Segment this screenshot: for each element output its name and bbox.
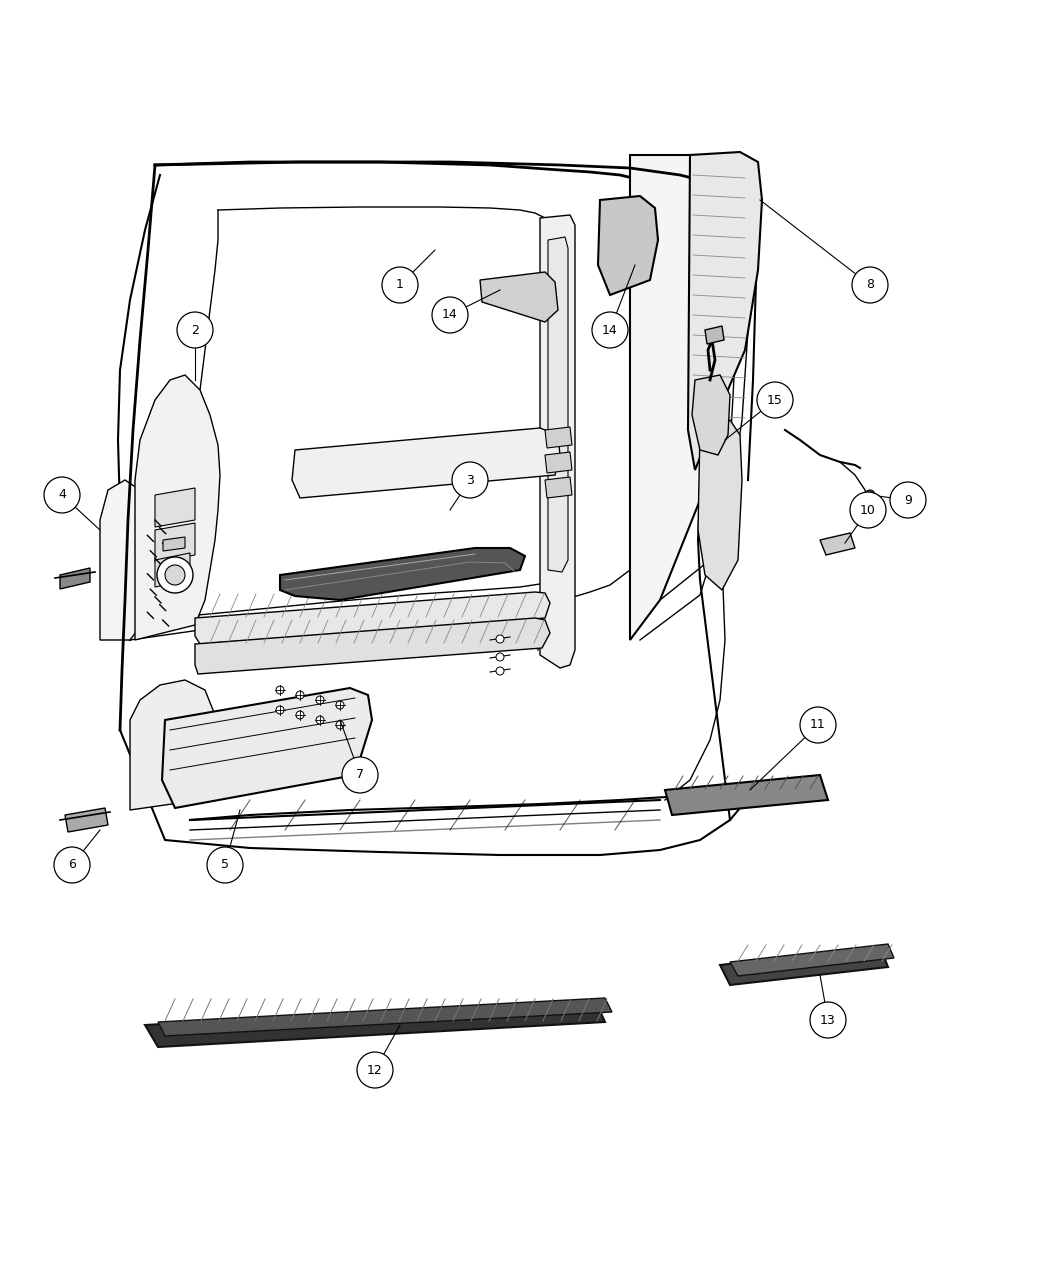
Polygon shape bbox=[480, 272, 558, 323]
Circle shape bbox=[336, 701, 344, 709]
Polygon shape bbox=[598, 196, 658, 295]
Polygon shape bbox=[705, 326, 724, 344]
Polygon shape bbox=[65, 808, 108, 833]
Circle shape bbox=[207, 847, 243, 884]
Circle shape bbox=[800, 708, 836, 743]
Polygon shape bbox=[100, 479, 160, 640]
Polygon shape bbox=[545, 477, 572, 499]
Text: 7: 7 bbox=[356, 769, 364, 782]
Text: 12: 12 bbox=[368, 1063, 383, 1076]
Polygon shape bbox=[548, 237, 568, 572]
Circle shape bbox=[316, 717, 324, 724]
Circle shape bbox=[852, 266, 888, 303]
Circle shape bbox=[316, 696, 324, 704]
Polygon shape bbox=[720, 947, 888, 986]
Polygon shape bbox=[545, 453, 572, 473]
Polygon shape bbox=[155, 488, 195, 527]
Circle shape bbox=[342, 757, 378, 793]
Circle shape bbox=[496, 667, 504, 674]
Polygon shape bbox=[195, 592, 550, 644]
Circle shape bbox=[336, 720, 344, 729]
Polygon shape bbox=[665, 775, 828, 815]
Polygon shape bbox=[162, 688, 372, 808]
Polygon shape bbox=[730, 944, 894, 975]
Text: 1: 1 bbox=[396, 278, 404, 292]
Circle shape bbox=[432, 297, 468, 333]
Text: 11: 11 bbox=[811, 719, 826, 732]
Polygon shape bbox=[630, 156, 755, 640]
Circle shape bbox=[382, 266, 418, 303]
Text: 5: 5 bbox=[220, 858, 229, 872]
Polygon shape bbox=[145, 1000, 605, 1047]
Text: 13: 13 bbox=[820, 1014, 836, 1026]
Circle shape bbox=[357, 1052, 393, 1088]
Polygon shape bbox=[60, 567, 90, 589]
Polygon shape bbox=[155, 553, 190, 586]
Polygon shape bbox=[130, 680, 215, 810]
Polygon shape bbox=[698, 419, 742, 590]
Text: 6: 6 bbox=[68, 858, 76, 872]
Text: 4: 4 bbox=[58, 488, 66, 501]
Text: 3: 3 bbox=[466, 473, 474, 487]
Polygon shape bbox=[292, 428, 560, 499]
Text: 15: 15 bbox=[768, 394, 783, 407]
Circle shape bbox=[296, 711, 304, 719]
Text: 9: 9 bbox=[904, 493, 912, 506]
Text: 8: 8 bbox=[866, 278, 874, 292]
Circle shape bbox=[890, 482, 926, 518]
Circle shape bbox=[810, 1002, 846, 1038]
Circle shape bbox=[158, 557, 193, 593]
Circle shape bbox=[54, 847, 90, 884]
Polygon shape bbox=[692, 375, 730, 455]
Polygon shape bbox=[820, 533, 855, 555]
Text: 10: 10 bbox=[860, 504, 876, 516]
Polygon shape bbox=[280, 548, 525, 601]
Circle shape bbox=[865, 490, 875, 500]
Polygon shape bbox=[545, 427, 572, 448]
Circle shape bbox=[496, 635, 504, 643]
Circle shape bbox=[452, 462, 488, 499]
Polygon shape bbox=[195, 618, 550, 674]
Circle shape bbox=[177, 312, 213, 348]
Text: 2: 2 bbox=[191, 324, 198, 337]
Circle shape bbox=[165, 565, 185, 585]
Circle shape bbox=[276, 686, 284, 694]
Circle shape bbox=[276, 706, 284, 714]
Polygon shape bbox=[155, 523, 195, 562]
Polygon shape bbox=[135, 375, 220, 640]
Polygon shape bbox=[688, 152, 762, 470]
Circle shape bbox=[592, 312, 628, 348]
Circle shape bbox=[296, 691, 304, 699]
Circle shape bbox=[44, 477, 80, 513]
Circle shape bbox=[496, 653, 504, 660]
Circle shape bbox=[850, 492, 886, 528]
Circle shape bbox=[757, 382, 793, 418]
Text: 14: 14 bbox=[442, 309, 458, 321]
Polygon shape bbox=[540, 215, 575, 668]
Polygon shape bbox=[158, 998, 612, 1037]
Text: 14: 14 bbox=[602, 324, 617, 337]
Polygon shape bbox=[163, 537, 185, 551]
